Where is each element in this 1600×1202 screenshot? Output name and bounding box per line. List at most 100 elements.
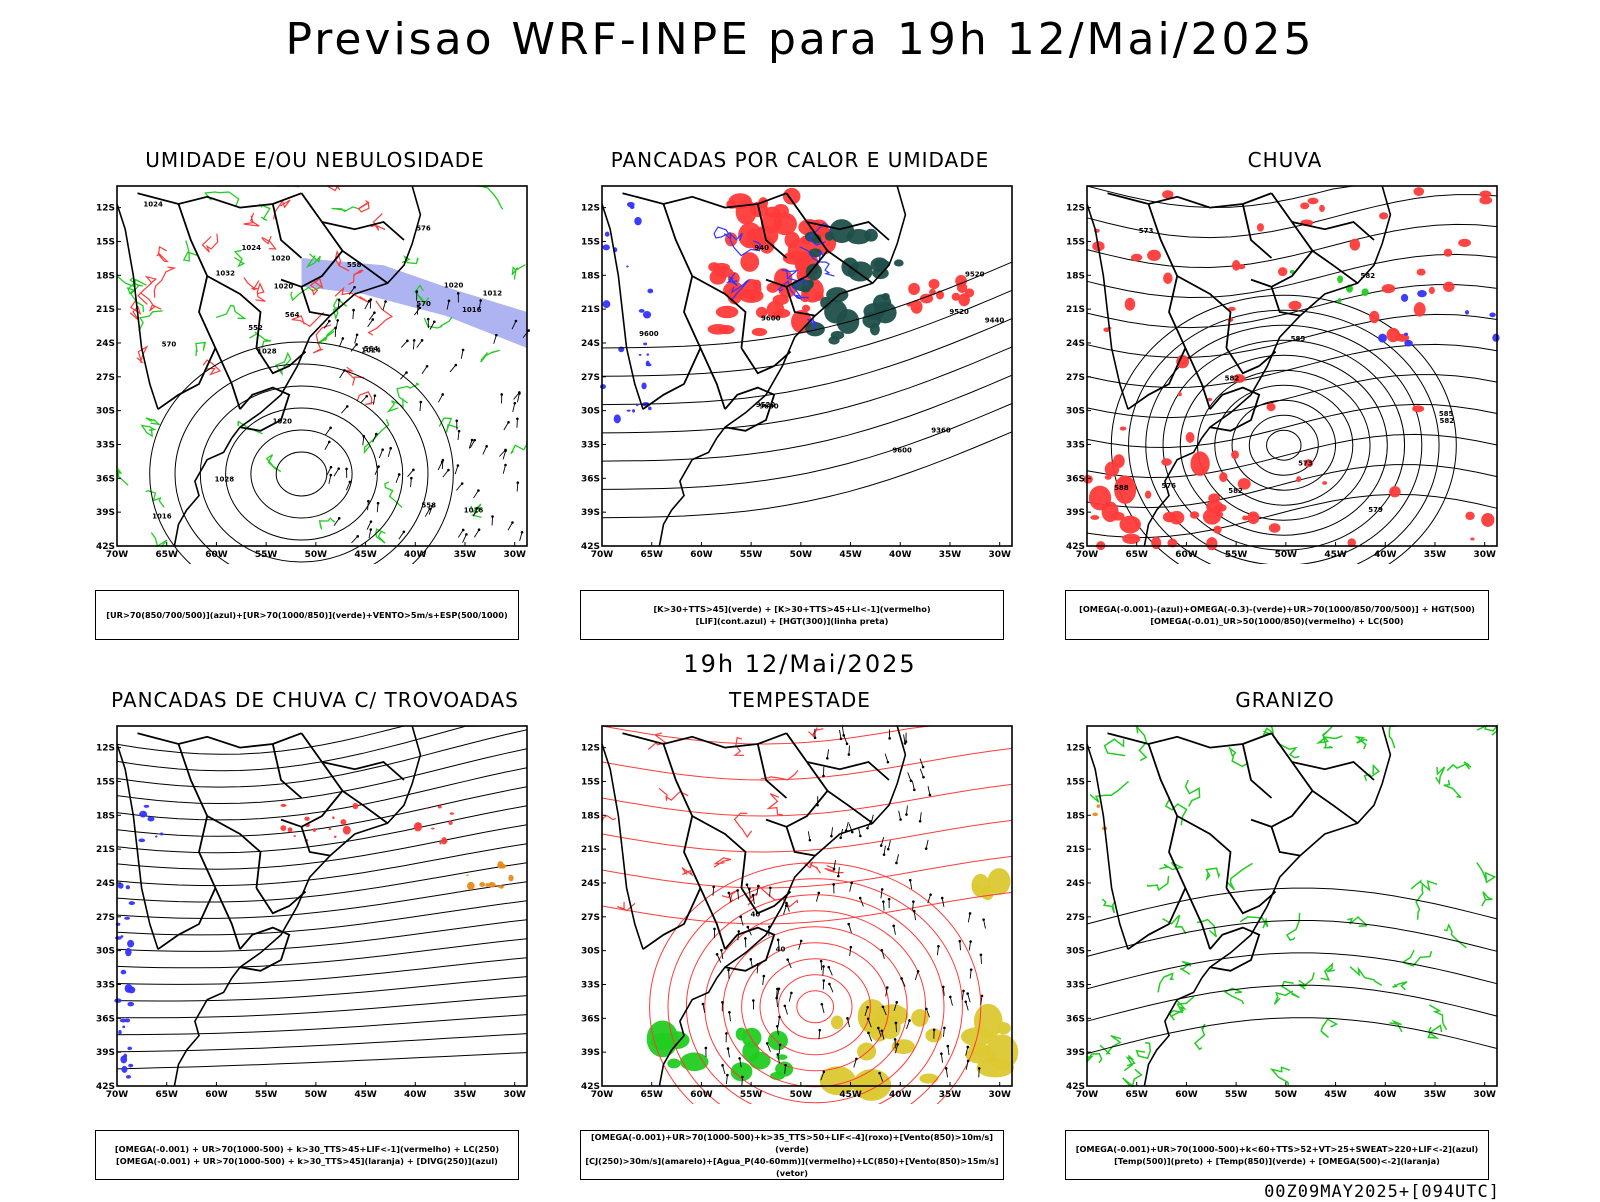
strong-wind-vector-head	[721, 1001, 724, 1004]
lon-label: 35W	[454, 1090, 477, 1100]
strong-wind-vector-head	[877, 1027, 880, 1030]
wind-vector-head	[368, 300, 371, 303]
legend-line-1: [OMEGA(-0.001) + UR>70(1000-500) + k>30_…	[115, 1143, 499, 1155]
divergence-area	[144, 805, 150, 808]
divergence-area	[127, 940, 134, 948]
lat-label: 36S	[581, 474, 600, 484]
omega-area	[1465, 310, 1469, 315]
divergence-area	[120, 1019, 127, 1023]
wind-vector-head	[504, 449, 507, 452]
wind-vector-head	[370, 520, 373, 523]
lat-label: 30S	[96, 407, 115, 417]
rain-area	[1120, 426, 1127, 430]
strong-wind-vector-head	[775, 997, 778, 1000]
rain-area	[1122, 534, 1140, 544]
lat-label: 15S	[1066, 237, 1085, 247]
strong-wind-vector-head	[842, 734, 845, 737]
wind-vector-head	[441, 393, 444, 396]
strong-wind-vector-head	[967, 1060, 970, 1063]
heat-instability-area	[783, 188, 801, 205]
lat-label: 21S	[1066, 305, 1085, 315]
wind-vector-head	[448, 300, 451, 303]
contour-label: 1016	[462, 306, 482, 314]
strong-wind-vector-head	[882, 1005, 885, 1008]
panel-title: PANCADAS DE CHUVA C/ TROVOADAS	[75, 688, 555, 712]
lat-label: 39S	[1066, 508, 1085, 518]
strong-wind-vector-head	[850, 946, 853, 949]
strong-wind-vector-head	[790, 992, 793, 995]
wind-vector-head	[329, 427, 332, 430]
strong-wind-vector-head	[728, 892, 731, 895]
rain-area	[1458, 239, 1471, 247]
strong-wind-vector-head	[855, 1058, 858, 1061]
strong-wind-vector-head	[837, 875, 840, 878]
strong-wind-vector-head	[969, 940, 972, 943]
lon-label: 45W	[839, 1090, 862, 1100]
wind-vector-head	[389, 447, 392, 450]
strong-wind-vector-head	[978, 1067, 981, 1070]
wind-vector-head	[371, 318, 374, 321]
lon-label: 60W	[205, 550, 228, 560]
strong-wind-vector-head	[847, 923, 850, 926]
wind-vector-head	[336, 319, 339, 322]
strong-wind-vector-head	[779, 1044, 782, 1047]
wind-vector-head	[426, 365, 429, 368]
heat-humidity-area	[801, 287, 810, 293]
lon-label: 50W	[305, 1090, 328, 1100]
lon-label: 70W	[1076, 1090, 1099, 1100]
legend-box: [OMEGA(-0.001)+UR>70(1000-500)+k<60+TTS>…	[1065, 1130, 1489, 1180]
divergence-area	[121, 970, 127, 975]
lifted-index-area	[600, 384, 606, 389]
omega-500-area	[1096, 804, 1100, 808]
wind-vector-head	[342, 337, 345, 340]
divergence-area	[122, 1026, 125, 1029]
strong-wind-vector-head	[776, 1025, 779, 1028]
strong-wind-vector	[896, 1023, 897, 1032]
wind-vector	[370, 300, 371, 309]
lon-label: 55W	[740, 550, 763, 560]
divergence-area	[128, 986, 136, 993]
strong-wind-vector-head	[895, 862, 898, 865]
wind-vector-head	[471, 439, 474, 442]
strong-wind-vector-head	[848, 753, 851, 756]
divergence-area	[127, 1002, 134, 1007]
strong-wind-vector-head	[899, 818, 902, 821]
strong-wind-vector-head	[925, 847, 928, 850]
divergence-area	[139, 811, 147, 818]
contour-label: 1012	[483, 290, 503, 298]
strong-wind-vector-head	[712, 885, 715, 888]
divergence-area	[155, 836, 158, 838]
lat-label: 27S	[581, 373, 600, 383]
wind-850-area	[775, 1062, 793, 1077]
strong-wind-vector-head	[859, 835, 862, 838]
wind-vector-head	[381, 448, 384, 451]
lat-label: 15S	[581, 777, 600, 787]
contour-label: 9600	[892, 446, 912, 454]
contour-label: 564	[364, 345, 379, 353]
strong-wind-vector-head	[881, 888, 884, 891]
strong-omega-area	[1361, 288, 1368, 296]
omega-area	[1492, 334, 1499, 342]
strong-wind-vector-head	[777, 939, 780, 942]
strong-wind-vector-head	[785, 902, 788, 905]
plot-background	[1087, 726, 1497, 1086]
legend-line-1: [OMEGA(-0.001)+UR>70(1000-500)+k<60+TTS>…	[1076, 1143, 1479, 1155]
strong-wind-vector-head	[702, 1003, 705, 1006]
contour-label: 582	[1360, 272, 1375, 280]
strong-wind-vector-head	[822, 979, 825, 982]
strong-wind-vector-head	[964, 1000, 967, 1003]
lat-label: 21S	[581, 845, 600, 855]
strong-wind-vector-head	[981, 995, 984, 998]
wind-vector-head	[457, 292, 460, 295]
heat-instability-area	[710, 270, 727, 285]
wind-vector-head	[416, 290, 419, 293]
wind-vector-head	[403, 530, 406, 533]
divergence-area	[118, 1030, 122, 1035]
strong-wind-vector-head	[929, 893, 932, 896]
lifted-index-area	[632, 409, 635, 412]
lon-label: 55W	[1225, 550, 1248, 560]
plot-background	[117, 186, 527, 546]
rain-area	[1151, 537, 1161, 549]
